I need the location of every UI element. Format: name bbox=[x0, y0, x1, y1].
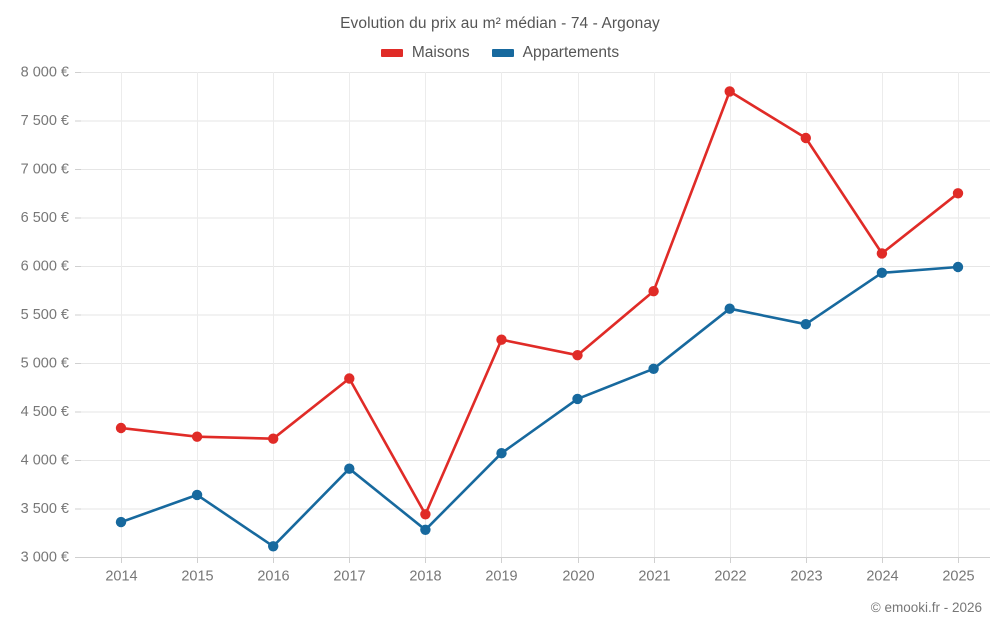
x-axis-tick-label: 2018 bbox=[409, 569, 441, 585]
x-axis-tick-label: 2023 bbox=[790, 569, 822, 585]
x-axis-tick-label: 2022 bbox=[714, 569, 746, 585]
series-line-appartements bbox=[119, 265, 960, 548]
data-point-appartements-2022[interactable] bbox=[724, 303, 735, 314]
data-point-appartements-2019[interactable] bbox=[496, 448, 507, 459]
data-point-appartements-2017[interactable] bbox=[344, 463, 355, 474]
data-point-maisons-2014[interactable] bbox=[115, 422, 127, 434]
y-axis-tick-label: 5 000 € bbox=[21, 355, 69, 371]
x-axis-tick-label: 2021 bbox=[638, 569, 670, 585]
y-axis-tick-label: 4 000 € bbox=[21, 452, 69, 468]
legend-item-maisons[interactable]: Maisons bbox=[380, 44, 470, 62]
y-axis-tick-label: 7 000 € bbox=[21, 161, 69, 177]
data-point-appartements-2015[interactable] bbox=[191, 489, 203, 501]
data-point-appartements-2016[interactable] bbox=[268, 541, 279, 552]
x-axis-tick-label: 2015 bbox=[181, 569, 213, 585]
y-axis-tick-label: 6 000 € bbox=[21, 258, 69, 274]
data-point-appartements-2025[interactable] bbox=[952, 261, 964, 273]
data-point-appartements-2023[interactable] bbox=[800, 319, 811, 330]
y-axis-tick-label: 3 000 € bbox=[21, 549, 69, 565]
legend-label-maisons: Maisons bbox=[411, 44, 470, 61]
y-axis-tick-label: 5 500 € bbox=[21, 307, 69, 323]
data-point-maisons-2023[interactable] bbox=[800, 132, 811, 144]
x-axis-tick-label: 2019 bbox=[485, 569, 517, 585]
x-axis-tick-label: 2016 bbox=[257, 569, 289, 585]
footer-credit: © emooki.fr - 2026 bbox=[870, 600, 982, 615]
x-axis-tick-label: 2014 bbox=[105, 569, 137, 585]
data-point-maisons-2022[interactable] bbox=[724, 86, 735, 97]
chart-title: Evolution du prix au m² médian - 74 - Ar… bbox=[340, 15, 660, 32]
chart-legend: Maisons Appartements bbox=[0, 44, 1000, 62]
legend-swatch-appartements bbox=[491, 49, 514, 57]
data-point-maisons-2015[interactable] bbox=[191, 431, 203, 442]
data-point-maisons-2018[interactable] bbox=[420, 509, 431, 520]
x-axis-tick-label: 2017 bbox=[333, 569, 365, 585]
data-point-maisons-2019[interactable] bbox=[496, 334, 507, 345]
y-axis-tick-label: 3 500 € bbox=[21, 501, 69, 517]
data-point-appartements-2021[interactable] bbox=[648, 363, 659, 374]
series-line-maisons bbox=[119, 90, 960, 516]
legend-swatch-maisons bbox=[380, 49, 403, 57]
y-axis-tick-label: 8 000 € bbox=[21, 64, 69, 80]
legend-label-appartements: Appartements bbox=[522, 44, 620, 61]
data-point-maisons-2024[interactable] bbox=[876, 248, 888, 259]
data-point-maisons-2016[interactable] bbox=[268, 433, 279, 444]
legend-item-appartements[interactable]: Appartements bbox=[491, 44, 620, 62]
x-axis-tick-label: 2020 bbox=[562, 569, 594, 585]
x-axis-tick-label: 2025 bbox=[942, 569, 974, 585]
data-point-maisons-2020[interactable] bbox=[572, 350, 583, 361]
data-point-appartements-2014[interactable] bbox=[115, 516, 127, 528]
data-point-appartements-2018[interactable] bbox=[420, 524, 431, 535]
x-axis-tick-label: 2024 bbox=[866, 569, 898, 585]
y-axis-tick-label: 4 500 € bbox=[21, 404, 69, 420]
data-point-maisons-2025[interactable] bbox=[952, 188, 964, 199]
data-point-maisons-2017[interactable] bbox=[344, 373, 355, 384]
data-point-maisons-2021[interactable] bbox=[648, 286, 659, 297]
data-point-appartements-2020[interactable] bbox=[572, 393, 583, 405]
y-axis-tick-label: 7 500 € bbox=[21, 113, 69, 129]
y-axis-tick-label: 6 500 € bbox=[21, 210, 69, 226]
data-point-appartements-2024[interactable] bbox=[876, 267, 888, 278]
